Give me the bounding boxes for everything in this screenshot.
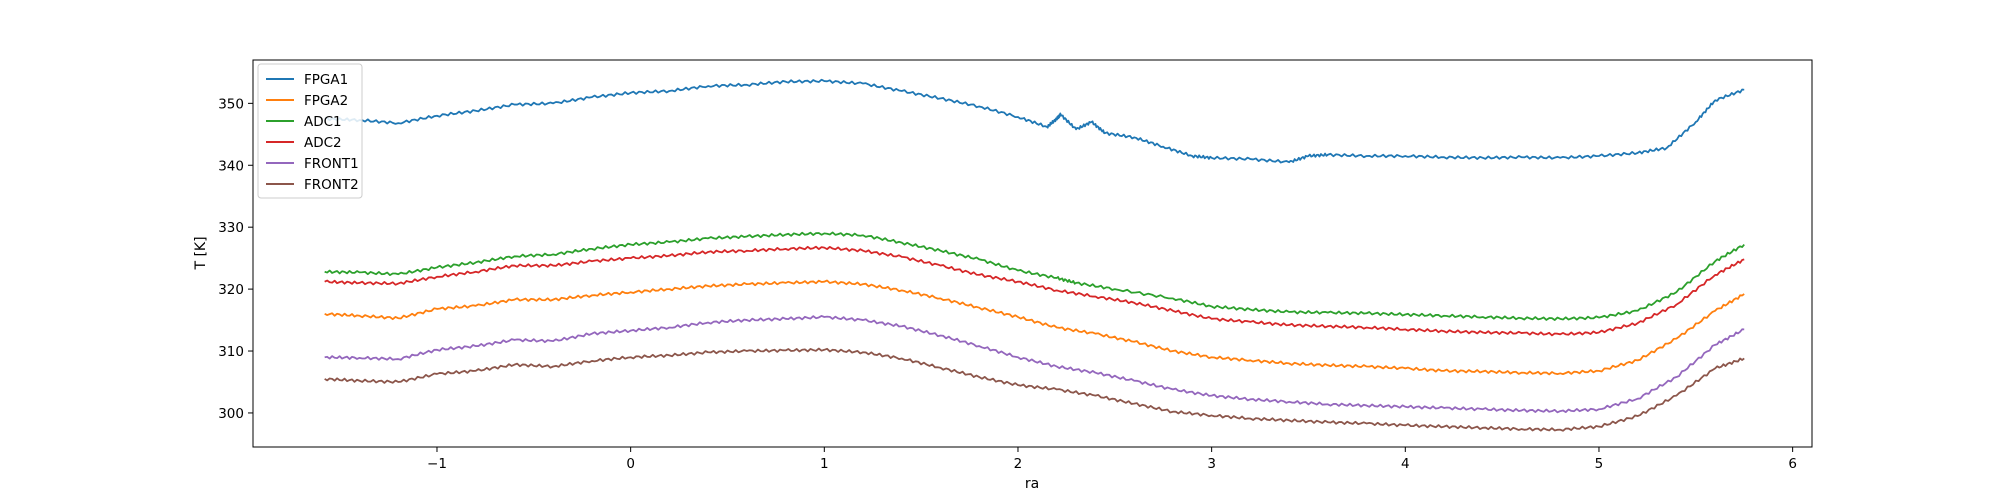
x-tick-label: 1 — [820, 456, 829, 472]
y-tick-label: 310 — [218, 344, 244, 360]
x-axis-ticks: −1 0 1 2 3 4 5 6 — [427, 447, 1797, 472]
x-tick-label: −1 — [427, 456, 447, 472]
legend-label: FRONT2 — [304, 177, 359, 193]
series-line-front1 — [324, 315, 1745, 414]
x-tick-label: 5 — [1595, 456, 1604, 472]
y-axis-label: T [K] — [193, 236, 209, 270]
y-axis-ticks: 300 310 320 330 340 350 — [218, 96, 253, 422]
x-tick-label: 4 — [1401, 456, 1410, 472]
series-line-front2 — [324, 347, 1745, 432]
series-line-fpga2 — [324, 279, 1745, 376]
series-line-adc1 — [324, 231, 1745, 321]
series-line-adc2 — [324, 245, 1745, 337]
legend-label: ADC2 — [304, 135, 342, 151]
y-tick-label: 340 — [218, 158, 244, 174]
legend-label: FRONT1 — [304, 156, 359, 172]
series-line-fpga1 — [324, 78, 1745, 164]
x-axis-label: ra — [1025, 476, 1039, 492]
x-tick-label: 6 — [1788, 456, 1797, 472]
legend-label: ADC1 — [304, 114, 342, 130]
x-tick-label: 2 — [1014, 456, 1023, 472]
y-tick-label: 350 — [218, 96, 244, 112]
y-tick-label: 300 — [218, 406, 244, 422]
legend-label: FPGA2 — [304, 93, 348, 109]
plot-lines — [324, 78, 1745, 432]
x-tick-label: 0 — [626, 456, 635, 472]
x-tick-label: 3 — [1207, 456, 1216, 472]
legend-box — [257, 63, 363, 199]
plot-frame — [252, 59, 1813, 448]
legend-label: FPGA1 — [304, 72, 348, 88]
y-tick-label: 330 — [218, 220, 244, 236]
y-tick-label: 320 — [218, 282, 244, 298]
legend: FPGA1 FPGA2 ADC1 ADC2 FRONT1 FRONT2 — [257, 63, 363, 199]
